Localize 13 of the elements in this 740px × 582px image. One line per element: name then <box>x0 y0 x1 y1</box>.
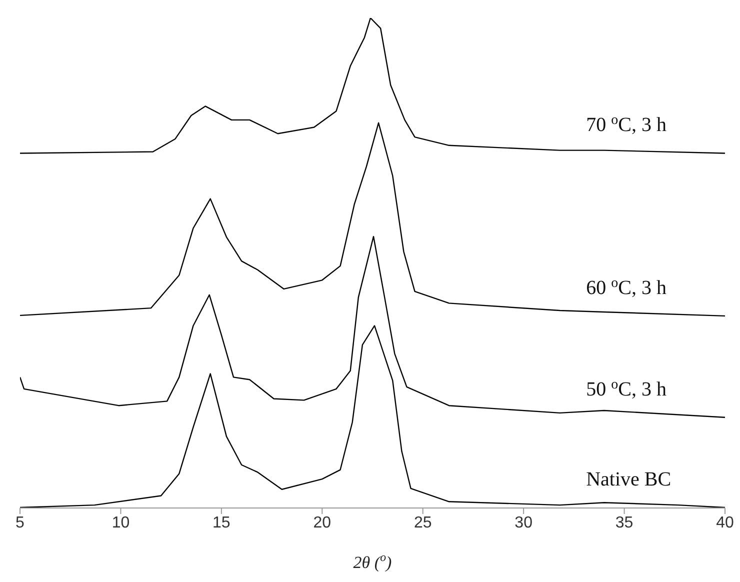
series-label: 60 $^{o}$C, 3 h <box>586 275 666 299</box>
x-tick-label: 15 <box>212 514 230 532</box>
series-label: Native BC <box>586 468 672 491</box>
x-tick-label: 20 <box>313 514 332 532</box>
x-tick-label: 10 <box>112 514 130 532</box>
x-tick-label: 30 <box>514 514 533 532</box>
x-tick-label: 35 <box>615 514 634 532</box>
series-label: 50 $^{o}$C, 3 h <box>586 376 666 400</box>
x-tick-label: 5 <box>16 514 25 532</box>
x-tick-label: 25 <box>414 514 432 532</box>
x-tick-label: 40 <box>716 514 734 532</box>
series-label: 70 $^{o}$C, 3 h <box>586 112 666 136</box>
x-axis-title: 2θ ($^{o}$) <box>353 550 392 572</box>
